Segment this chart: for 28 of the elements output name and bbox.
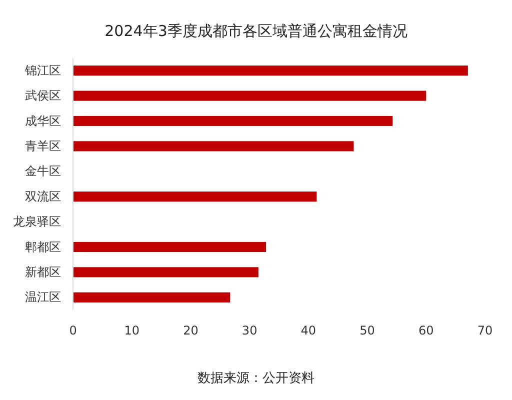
y-tick-label: 双流区 bbox=[25, 189, 61, 204]
y-tick-label: 郫都区 bbox=[25, 240, 61, 254]
y-tick-label: 金牛区 bbox=[25, 164, 61, 178]
x-tick-label: 20 bbox=[183, 324, 198, 338]
bar bbox=[73, 192, 317, 202]
y-tick-label: 龙泉驿区 bbox=[13, 214, 61, 229]
x-tick-label: 0 bbox=[69, 324, 77, 338]
chart-title: 2024年3季度成都市各区域普通公寓租金情况 bbox=[104, 22, 408, 40]
x-tick-label: 50 bbox=[360, 324, 375, 338]
y-tick-label: 成华区 bbox=[25, 114, 61, 128]
source-note: 数据来源：公开资料 bbox=[198, 371, 314, 386]
x-tick-label: 60 bbox=[418, 324, 434, 338]
y-tick-label: 温江区 bbox=[25, 290, 61, 304]
bar bbox=[73, 242, 266, 252]
bar bbox=[73, 267, 258, 278]
x-tick-label: 10 bbox=[124, 324, 140, 338]
y-tick-label: 新都区 bbox=[25, 265, 61, 280]
bar bbox=[73, 90, 426, 101]
x-tick-label: 40 bbox=[300, 324, 316, 338]
y-tick-label: 锦江区 bbox=[24, 63, 61, 78]
bar bbox=[73, 141, 354, 152]
bar bbox=[73, 66, 468, 76]
bar bbox=[73, 292, 230, 302]
y-tick-label: 青羊区 bbox=[25, 139, 61, 154]
bar bbox=[73, 116, 393, 126]
x-tick-label: 30 bbox=[242, 324, 258, 338]
y-tick-label: 武侯区 bbox=[25, 88, 61, 103]
x-tick-label: 70 bbox=[477, 324, 493, 338]
